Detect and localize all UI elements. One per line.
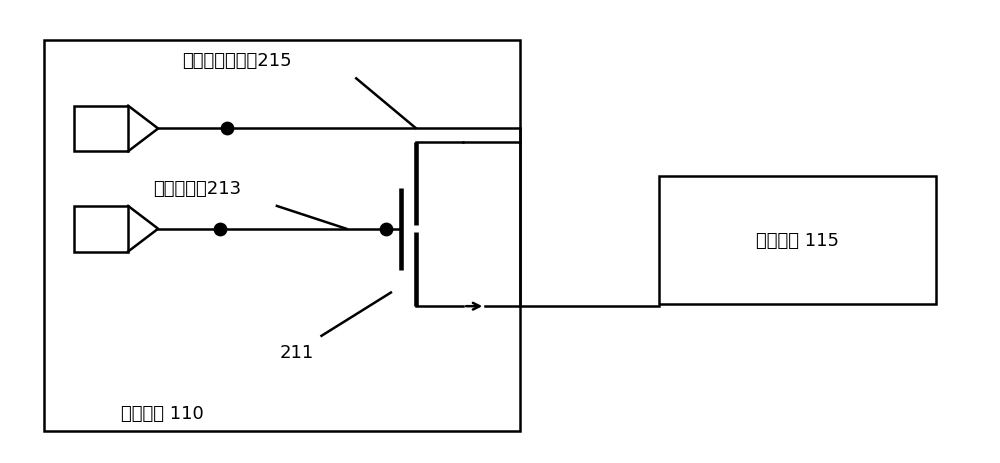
- Bar: [659, 177, 936, 304]
- Bar: [44, 41, 520, 432]
- Text: 补偿电路 110: 补偿电路 110: [121, 404, 204, 422]
- Bar: [74, 206, 128, 252]
- Text: 驱动单元 115: 驱动单元 115: [756, 232, 839, 250]
- Point: [219, 125, 235, 133]
- Text: 第一补偿信号线215: 第一补偿信号线215: [182, 52, 292, 70]
- Point: [212, 225, 228, 233]
- Point: [378, 225, 394, 233]
- Text: 211: 211: [280, 343, 314, 361]
- Bar: [74, 106, 128, 152]
- Text: 补偿控制线213: 补偿控制线213: [153, 179, 242, 197]
